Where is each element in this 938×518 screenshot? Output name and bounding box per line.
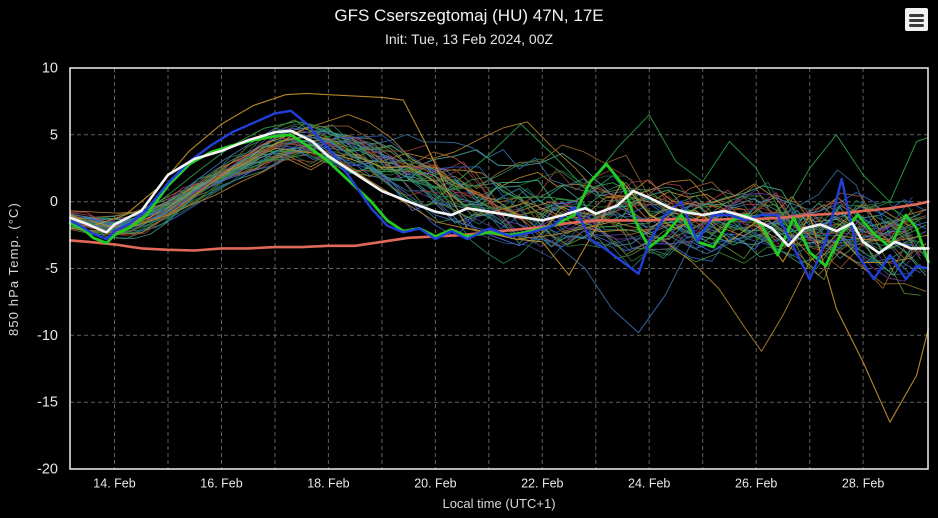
svg-text:28. Feb: 28. Feb xyxy=(842,477,884,491)
svg-text:18. Feb: 18. Feb xyxy=(307,477,349,491)
svg-text:26. Feb: 26. Feb xyxy=(735,477,777,491)
svg-text:0: 0 xyxy=(50,194,58,210)
svg-text:5: 5 xyxy=(50,127,58,143)
svg-text:-15: -15 xyxy=(37,395,58,411)
svg-text:20. Feb: 20. Feb xyxy=(414,477,456,491)
svg-text:-10: -10 xyxy=(37,328,58,344)
svg-text:24. Feb: 24. Feb xyxy=(628,477,670,491)
svg-text:16. Feb: 16. Feb xyxy=(200,477,242,491)
svg-text:22. Feb: 22. Feb xyxy=(521,477,563,491)
svg-text:14. Feb: 14. Feb xyxy=(93,477,135,491)
svg-text:-5: -5 xyxy=(45,261,58,277)
svg-text:-20: -20 xyxy=(37,462,58,478)
svg-text:10: 10 xyxy=(42,61,58,77)
